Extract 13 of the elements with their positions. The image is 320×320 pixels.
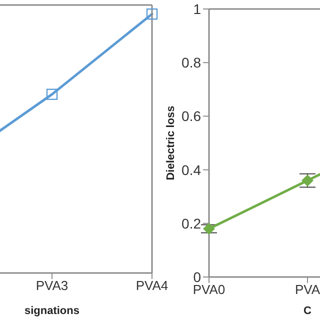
y-tick-label: 0.4	[182, 162, 202, 178]
x-tick-label: PVA4	[135, 278, 168, 294]
x-axis-title: signations	[24, 305, 80, 317]
y-tick-label: 0.8	[182, 54, 202, 71]
y-tick-label: 0.6	[182, 108, 202, 124]
y-tick-label: 1	[193, 0, 202, 17]
y-tick-label: 0	[193, 268, 202, 285]
x-tick-label: PVA3	[35, 278, 68, 294]
y-tick-label: 0.2	[182, 215, 202, 232]
x-axis-title: C	[304, 305, 312, 317]
y-axis-title: Dielectric loss	[164, 106, 177, 180]
x-tick-label: PVA	[294, 282, 320, 298]
x-tick-label: PVA0	[192, 282, 226, 298]
